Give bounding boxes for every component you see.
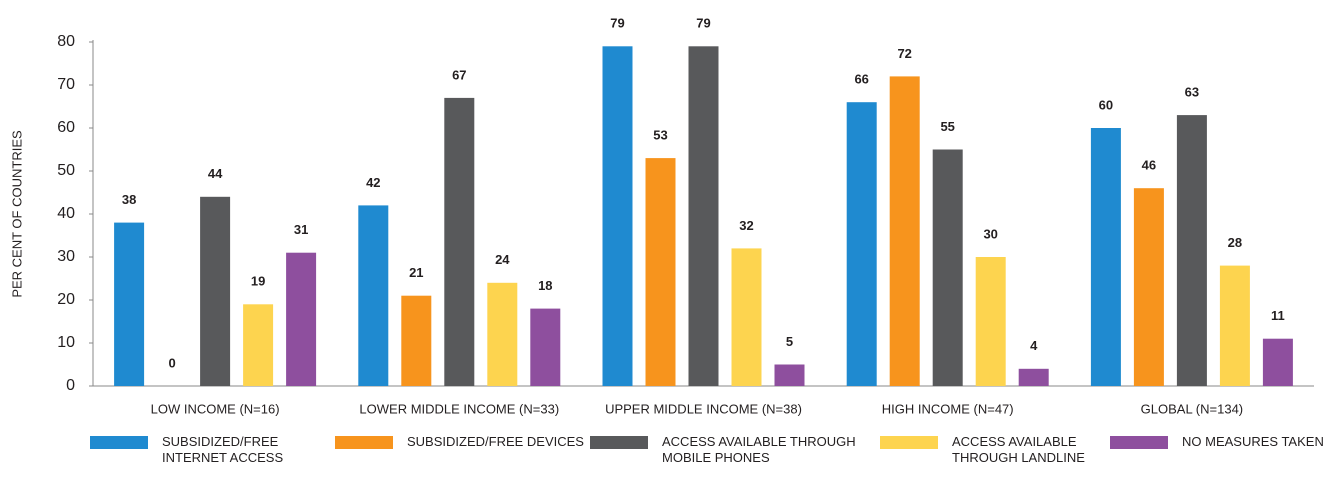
y-tick-label: 30 [57, 248, 75, 265]
legend-swatch [1110, 436, 1168, 449]
legend-swatch [90, 436, 148, 449]
bar [358, 205, 389, 386]
bar [286, 252, 317, 386]
value-label: 18 [538, 278, 552, 293]
bar [645, 158, 676, 386]
y-tick-label: 70 [57, 76, 75, 93]
legend-item: ACCESS AVAILABLE THROUGH LANDLINE [880, 434, 1102, 466]
x-tick-label: HIGH INCOME (N=47) [882, 401, 1014, 416]
bar [846, 102, 877, 386]
y-tick-label: 0 [66, 377, 75, 394]
value-label: 38 [122, 192, 136, 207]
y-tick-label: 50 [57, 162, 75, 179]
y-tick-label: 60 [57, 119, 75, 136]
legend-label: NO MEASURES TAKEN [1182, 434, 1324, 449]
y-tick-label: 10 [57, 334, 75, 351]
x-tick-label: LOW INCOME (N=16) [151, 401, 280, 416]
bar [1133, 188, 1164, 386]
value-label: 44 [208, 166, 223, 181]
y-tick-label: 80 [57, 33, 75, 50]
value-label: 72 [897, 46, 911, 61]
bar [932, 149, 963, 386]
value-label: 32 [739, 218, 753, 233]
value-label: 24 [495, 252, 510, 267]
bar [243, 304, 274, 386]
legend-swatch [335, 436, 393, 449]
y-axis-label: PER CENT OF COUNTRIES [9, 130, 24, 298]
value-label: 63 [1185, 85, 1199, 100]
legend-label: ACCESS AVAILABLE THROUGH MOBILE PHONES [662, 434, 856, 465]
bar [1090, 128, 1121, 386]
bar [774, 364, 805, 386]
value-label: 5 [786, 334, 793, 349]
bar [975, 257, 1006, 386]
bar [1262, 338, 1293, 386]
legend-item: SUBSIDIZED/FREE INTERNET ACCESS [90, 434, 292, 466]
bar [889, 76, 920, 387]
value-label: 42 [366, 175, 380, 190]
value-label: 0 [168, 355, 175, 370]
legend-swatch [880, 436, 938, 449]
x-tick-label: LOWER MIDDLE INCOME (N=33) [359, 401, 559, 416]
legend-item: NO MEASURES TAKEN [1110, 434, 1327, 450]
bar [688, 46, 719, 387]
value-label: 28 [1228, 235, 1242, 250]
bar [1219, 265, 1250, 386]
value-label: 60 [1099, 97, 1113, 112]
y-tick-label: 20 [57, 291, 75, 308]
value-label: 19 [251, 274, 265, 289]
bar [444, 97, 475, 387]
value-label: 4 [1030, 338, 1038, 353]
bar [1018, 368, 1049, 386]
legend: SUBSIDIZED/FREE INTERNET ACCESS SUBSIDIZE… [0, 434, 1327, 496]
value-label: 53 [653, 128, 667, 143]
bar [1176, 115, 1207, 386]
x-tick-label: UPPER MIDDLE INCOME (N=38) [605, 401, 802, 416]
value-label: 46 [1142, 158, 1156, 173]
value-label: 67 [452, 67, 466, 82]
legend-label: ACCESS AVAILABLE THROUGH LANDLINE [952, 434, 1085, 465]
bar [401, 295, 432, 386]
value-label: 31 [294, 222, 308, 237]
value-label: 79 [610, 16, 624, 31]
value-label: 66 [854, 72, 868, 87]
bar [200, 196, 231, 386]
x-tick-label: GLOBAL (N=134) [1141, 401, 1243, 416]
legend-swatch [590, 436, 648, 449]
bar [731, 248, 762, 386]
legend-item: SUBSIDIZED/FREE DEVICES [335, 434, 607, 450]
legend-item: ACCESS AVAILABLE THROUGH MOBILE PHONES [590, 434, 892, 466]
bar [487, 282, 518, 386]
value-label: 11 [1271, 308, 1285, 323]
value-label: 79 [696, 16, 710, 31]
bar [530, 308, 561, 386]
y-tick-label: 40 [57, 205, 75, 222]
bar [602, 46, 633, 387]
chart: PER CENT OF COUNTRIES 01020304050607080L… [9, 16, 1314, 416]
value-label: 21 [409, 265, 423, 280]
legend-label: SUBSIDIZED/FREE INTERNET ACCESS [162, 434, 284, 465]
legend-label: SUBSIDIZED/FREE DEVICES [407, 434, 584, 449]
value-label: 30 [983, 226, 997, 241]
bar [114, 222, 145, 386]
value-label: 55 [940, 119, 954, 134]
